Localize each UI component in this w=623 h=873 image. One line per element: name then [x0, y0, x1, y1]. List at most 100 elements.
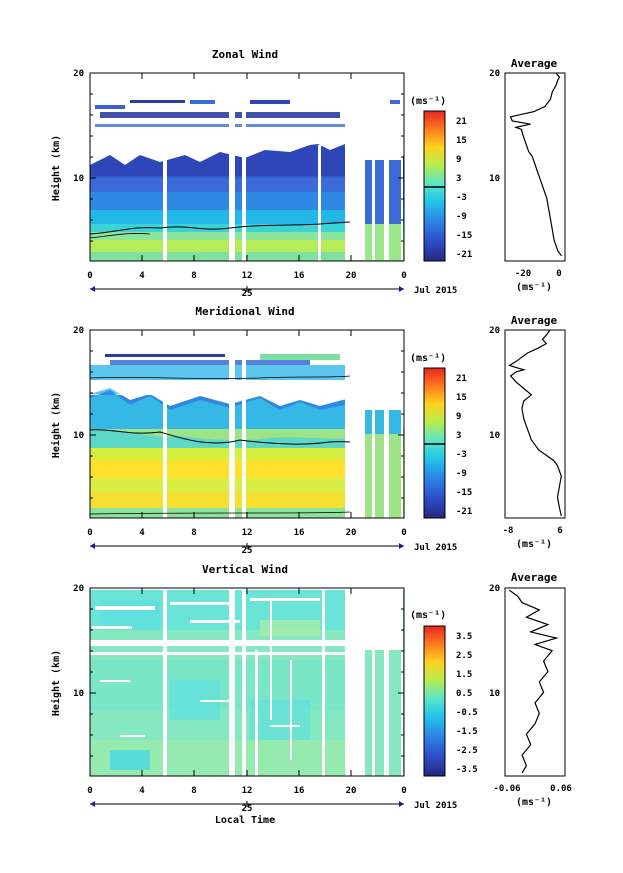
date-tick-label: 25 [242, 804, 253, 814]
panel-meridional-wind: Meridional Wind Height (km) [50, 305, 566, 556]
colorbar-tick-label: 21 [456, 117, 467, 127]
profile-panel: Average 20 10 -20 0 (ms⁻¹) [489, 57, 566, 293]
x-tick-label: 20 [346, 786, 357, 796]
colorbar-tick-label: 3.5 [456, 632, 472, 642]
x-tick-label: 8 [191, 528, 196, 538]
profile-x-tick-label: -0.06 [493, 784, 520, 794]
date-axis [90, 543, 404, 549]
date-tick-label: 25 [242, 289, 253, 299]
colorbar-tick-label: 9 [456, 412, 461, 422]
date-tick-label: 25 [242, 546, 253, 556]
panel-title: Vertical Wind [202, 563, 288, 576]
profile-title: Average [511, 57, 558, 70]
profile-y-tick-label: 20 [489, 326, 500, 336]
profile-y-tick-label: 20 [489, 584, 500, 594]
date-label: Jul 2015 [414, 801, 457, 811]
colorbar-ticks: 21 15 9 3 -3 -9 -15 -21 [456, 374, 472, 517]
profile-x-tick-label: 6 [557, 526, 562, 536]
colorbar-tick-label: -15 [456, 488, 472, 498]
colorbar: (ms⁻¹) [410, 96, 446, 262]
x-tick-label: 0 [87, 271, 92, 281]
profile-x-label: (ms⁻¹) [516, 539, 552, 550]
profile-line [509, 72, 562, 257]
profile-y-tick-label: 10 [489, 689, 500, 699]
colorbar-tick-label: -9 [456, 212, 467, 222]
y-tick-label: 20 [73, 584, 84, 594]
x-tick-label: 16 [294, 271, 305, 281]
x-tick-label: 0 [401, 271, 406, 281]
date-axis [90, 801, 404, 807]
colorbar-tick-label: -1.5 [456, 727, 478, 737]
colorbar-tick-label: -2.5 [456, 746, 478, 756]
y-tick-label: 10 [73, 431, 84, 441]
colorbar-unit: (ms⁻¹) [410, 96, 446, 107]
x-tick-label: 12 [242, 528, 253, 538]
colorbar: (ms⁻¹) [410, 353, 446, 519]
profile-x-tick-label: -20 [515, 269, 531, 279]
panel-title: Zonal Wind [212, 48, 278, 61]
profile-line [508, 329, 562, 517]
colorbar-tick-label: 9 [456, 155, 461, 165]
x-tick-label: 4 [139, 786, 145, 796]
y-axis-label: Height (km) [50, 650, 62, 716]
colorbar-tick-label: 0.5 [456, 689, 472, 699]
profile-x-tick-label: -8 [503, 526, 514, 536]
heatmap-meridional [89, 354, 404, 518]
y-tick-label: 20 [73, 69, 84, 79]
x-tick-label: 12 [242, 786, 253, 796]
y-tick-label: 20 [73, 326, 84, 336]
heatmap-vertical [90, 590, 404, 776]
y-tick-label: 10 [73, 689, 84, 699]
profile-line [508, 589, 559, 774]
colorbar-tick-label: -0.5 [456, 708, 478, 718]
x-tick-label: 0 [87, 528, 92, 538]
colorbar-tick-label: 15 [456, 393, 467, 403]
x-tick-label: 4 [139, 271, 145, 281]
x-tick-label: 0 [87, 786, 92, 796]
profile-y-tick-label: 10 [489, 174, 500, 184]
profile-x-label: (ms⁻¹) [516, 282, 552, 293]
profile-y-tick-label: 20 [489, 69, 500, 79]
y-axis-label: Height (km) [50, 392, 62, 458]
axis-ticks [90, 588, 404, 776]
colorbar: (ms⁻¹) [410, 610, 446, 777]
axis-ticks [90, 330, 404, 518]
colorbar-tick-label: -3 [456, 193, 467, 203]
x-tick-label: 20 [346, 271, 357, 281]
colorbar-tick-label: 3 [456, 174, 461, 184]
colorbar-unit: (ms⁻¹) [410, 610, 446, 621]
x-tick-label: 16 [294, 786, 305, 796]
x-tick-label: 4 [139, 528, 145, 538]
date-label: Jul 2015 [414, 543, 457, 553]
panel-title: Meridional Wind [195, 305, 294, 318]
x-tick-label: 0 [401, 528, 406, 538]
profile-x-tick-label: 0 [556, 269, 561, 279]
colorbar-tick-label: -3.5 [456, 765, 478, 775]
panel-vertical-wind: Vertical Wind Height (km) [50, 563, 572, 826]
colorbar-tick-label: -9 [456, 469, 467, 479]
y-axis-label: Height (km) [50, 135, 62, 201]
x-axis-label: Local Time [215, 814, 275, 826]
colorbar-tick-label: 1.5 [456, 670, 472, 680]
colorbar-tick-label: -21 [456, 507, 472, 517]
x-tick-label: 0 [401, 786, 406, 796]
x-tick-label: 8 [191, 786, 196, 796]
profile-y-tick-label: 10 [489, 431, 500, 441]
x-tick-label: 16 [294, 528, 305, 538]
date-axis [90, 286, 404, 292]
panel-zonal-wind: Zonal Wind Height (km) [50, 48, 566, 299]
colorbar-tick-label: -21 [456, 250, 472, 260]
colorbar-unit: (ms⁻¹) [410, 353, 446, 364]
profile-x-tick-label: 0.06 [550, 784, 572, 794]
colorbar-tick-label: -3 [456, 450, 467, 460]
x-tick-label: 8 [191, 271, 196, 281]
colorbar-tick-label: 2.5 [456, 651, 472, 661]
colorbar-tick-label: 15 [456, 136, 467, 146]
colorbar-ticks: 21 15 9 3 -3 -9 -15 -21 [456, 117, 472, 260]
x-tick-label: 20 [346, 528, 357, 538]
colorbar-tick-label: 21 [456, 374, 467, 384]
axis-ticks [90, 72, 404, 261]
profile-panel: Average 20 10 -0.06 0.06 (ms⁻¹) [489, 571, 572, 808]
